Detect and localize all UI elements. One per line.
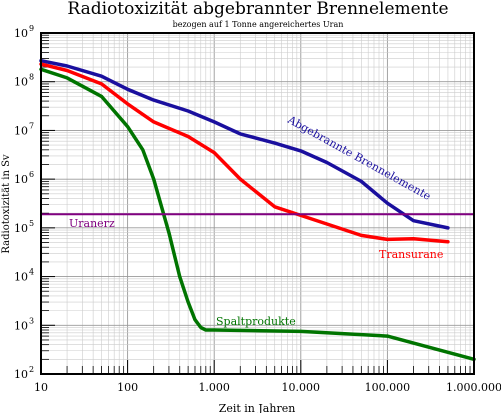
x-tick-label: 1.000	[198, 381, 230, 394]
y-tick-base: 10	[14, 271, 28, 284]
y-tick-label: 10 5	[14, 219, 34, 235]
y-tick-exponent: 5	[29, 219, 34, 228]
y-tick-exponent: 4	[29, 268, 34, 277]
y-axis-label: Radiotoxizität in Sv	[1, 154, 12, 254]
series-line-fission-products	[39, 67, 476, 362]
y-tick-exponent: 7	[29, 121, 34, 130]
y-tick-exponent: 8	[29, 73, 34, 82]
y-tick-exponent: 9	[29, 24, 34, 33]
y-tick-exponent: 6	[29, 170, 34, 179]
axis-ticks	[40, 32, 475, 375]
x-tick-label: 10	[34, 381, 48, 394]
y-tick-label: 10 2	[14, 365, 34, 381]
x-tick-label: 100.000	[365, 381, 411, 394]
label-transuranics: Transurane	[379, 248, 443, 261]
y-tick-base: 10	[14, 173, 28, 186]
y-tick-label: 10 6	[14, 170, 34, 186]
y-tick-exponent: 2	[29, 365, 34, 374]
y-tick-base: 10	[14, 27, 28, 40]
y-tick-base: 10	[14, 124, 28, 137]
chart-subtitle: bezogen auf 1 Tonne angereichertes Uran	[173, 20, 344, 29]
y-tick-base: 10	[14, 76, 28, 89]
plot-frame	[40, 32, 475, 375]
series-line-transuranics	[39, 62, 450, 244]
label-fission-products: Spaltprodukte	[216, 315, 296, 328]
y-tick-exponent: 3	[29, 316, 34, 325]
label-uranium-ore: Uranerz	[69, 217, 115, 230]
series-line-spent-fuel	[39, 58, 450, 230]
chart-title: Radiotoxizität abgebrannter Brennelement…	[67, 0, 448, 19]
y-tick-label: 10 4	[14, 268, 34, 284]
y-tick-base: 10	[14, 368, 28, 381]
x-tick-label: 100	[117, 381, 138, 394]
y-tick-label: 10 8	[14, 73, 34, 89]
series-lines	[39, 58, 476, 362]
grid	[40, 32, 475, 375]
y-tick-label: 10 3	[14, 316, 34, 332]
x-tick-label: 1.000.000	[446, 381, 501, 394]
y-tick-base: 10	[14, 222, 28, 235]
x-axis-label: Zeit in Jahren	[219, 402, 296, 413]
y-tick-label: 10 9	[14, 24, 34, 40]
x-tick-label: 10.000	[282, 381, 321, 394]
y-tick-label: 10 7	[14, 121, 34, 137]
y-tick-base: 10	[14, 319, 28, 332]
